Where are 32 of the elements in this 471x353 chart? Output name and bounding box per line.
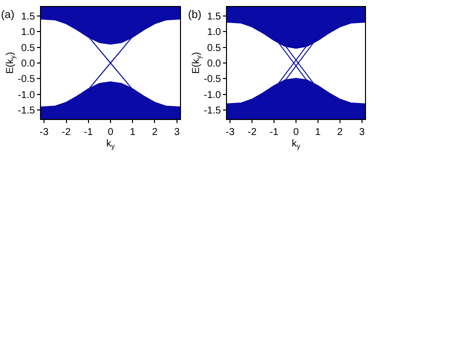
- y-tick-label: 0.0: [207, 58, 222, 70]
- x-tick-label: -3: [226, 127, 235, 138]
- x-tick-label: 2: [337, 127, 344, 138]
- y-tick-label: -1.5: [204, 106, 222, 117]
- x-tick-label: -1: [270, 127, 279, 138]
- x-tick-label: -1: [84, 127, 94, 138]
- text: (a): [1, 9, 14, 21]
- y-tick-label: 1.5: [207, 11, 222, 22]
- x-tick-label: -3: [40, 127, 50, 138]
- y-tick-label: 0.5: [21, 42, 36, 54]
- x-tick-label: 1: [315, 127, 322, 138]
- x-tick-label: 3: [359, 127, 366, 138]
- x-tick-label: -2: [62, 127, 72, 138]
- x-tick-label: -2: [248, 127, 257, 138]
- y-tick-label: 1.0: [207, 27, 222, 38]
- text: (b): [188, 9, 202, 21]
- y-tick-label: 0.5: [207, 42, 222, 54]
- y-tick-label: -0.5: [18, 74, 36, 86]
- y-tick-label: 0.0: [21, 58, 36, 70]
- x-tick-label: 0: [108, 127, 114, 138]
- y-tick-label: -0.5: [204, 74, 222, 86]
- y-tick-label: -1.5: [18, 106, 36, 117]
- y-tick-label: -1.0: [204, 90, 222, 101]
- x-tick-label: 1: [130, 127, 136, 138]
- x-tick-label: 3: [174, 127, 180, 138]
- x-axis-title: k$_{y}$: [292, 138, 301, 151]
- y-tick-label: -1.0: [18, 90, 36, 101]
- y-tick-label: 1.5: [21, 11, 36, 22]
- x-tick-label: 2: [152, 127, 158, 138]
- y-tick-label: 1.0: [21, 27, 36, 38]
- x-axis-title: k$_{y}$: [106, 138, 116, 151]
- x-tick-label: 0: [293, 127, 300, 138]
